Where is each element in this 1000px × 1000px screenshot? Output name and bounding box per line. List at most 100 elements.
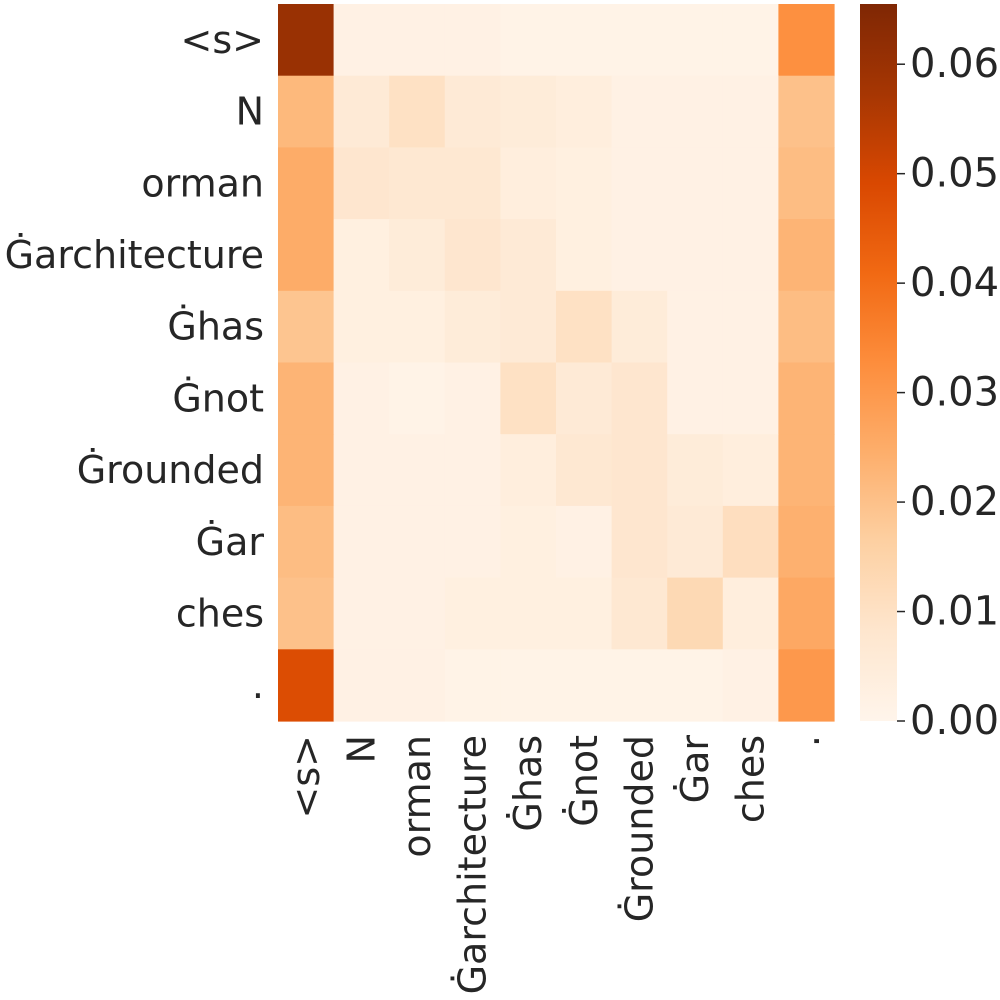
colorbar-tick-label: 0.04: [910, 260, 999, 306]
heatmap-cell: [667, 434, 724, 507]
heatmap-cell: [500, 75, 557, 148]
heatmap-cell: [667, 4, 724, 77]
x-tick-label: orman: [395, 735, 439, 858]
heatmap-cell: [611, 4, 668, 77]
heatmap-cell: [333, 577, 390, 650]
heatmap-cell: [556, 649, 613, 722]
heatmap-cell: [444, 577, 501, 650]
heatmap-cell: [278, 434, 335, 507]
x-tick-label: .: [784, 735, 828, 747]
y-tick-label: .: [252, 663, 264, 707]
colorbar-tick-label: 0.01: [910, 589, 999, 635]
heatmap-cell: [556, 290, 613, 364]
heatmap-cell: [778, 290, 835, 364]
heatmap-cell: [722, 434, 779, 507]
heatmap-cell: [444, 290, 501, 364]
heatmap-cell: [556, 505, 613, 579]
colorbar-tick-label: 0.00: [910, 698, 999, 744]
heatmap-cell: [389, 147, 446, 220]
heatmap-cell: [278, 219, 335, 292]
heatmap-cell: [722, 147, 779, 220]
x-tick-label: N: [339, 735, 383, 763]
heatmap-cell: [611, 147, 668, 220]
heatmap-cell: [611, 75, 668, 148]
heatmap-cell: [278, 362, 335, 435]
heatmap-cell: [444, 505, 501, 579]
heatmap-cell: [389, 577, 446, 650]
heatmap-cell: [500, 577, 557, 650]
heatmap-cell: [389, 290, 446, 364]
heatmap-cell: [333, 649, 390, 722]
heatmap-cell: [778, 75, 835, 148]
x-tick-label: <s>: [284, 735, 328, 818]
heatmap-cells: [278, 4, 835, 722]
heatmap-cell: [389, 505, 446, 579]
heatmap-cell: [722, 219, 779, 292]
heatmap-cell: [611, 434, 668, 507]
heatmap-cell: [278, 649, 335, 722]
heatmap-cell: [278, 505, 335, 579]
y-tick-label: Ġnot: [172, 376, 264, 420]
heatmap-cell: [444, 4, 501, 77]
heatmap-cell: [278, 290, 335, 364]
x-tick-label: Ġar: [673, 735, 717, 804]
heatmap-cell: [667, 362, 724, 435]
colorbar-tick-label: 0.02: [910, 479, 999, 525]
heatmap-cell: [778, 577, 835, 650]
heatmap-cell: [500, 219, 557, 292]
heatmap-cell: [500, 290, 557, 364]
heatmap-cell: [556, 362, 613, 435]
x-tick-label: Ġarchitecture: [451, 735, 495, 994]
y-tick-label: Ġar: [196, 520, 265, 564]
x-tick-label: Ġhas: [506, 735, 550, 832]
heatmap-cell: [333, 362, 390, 435]
heatmap-cell: [389, 75, 446, 148]
heatmap-cell: [667, 147, 724, 220]
heatmap-cell: [611, 290, 668, 364]
colorbar: [860, 4, 897, 721]
heatmap-cell: [611, 505, 668, 579]
heatmap-cell: [722, 505, 779, 579]
heatmap-cell: [778, 649, 835, 722]
heatmap-cell: [333, 4, 390, 77]
heatmap-cell: [778, 434, 835, 507]
y-tick-label: <s>: [181, 18, 264, 62]
heatmap-cell: [333, 219, 390, 292]
heatmap-cell: [722, 649, 779, 722]
heatmap-cell: [556, 219, 613, 292]
heatmap-cell: [444, 219, 501, 292]
heatmap-cell: [389, 649, 446, 722]
heatmap-cell: [444, 362, 501, 435]
y-tick-label: Ġarchitecture: [5, 233, 264, 277]
heatmap-cell: [778, 362, 835, 435]
heatmap-cell: [444, 434, 501, 507]
heatmap-cell: [667, 505, 724, 579]
x-tick-label: Ġrounded: [617, 735, 661, 922]
heatmap-cell: [778, 219, 835, 292]
heatmap-cell: [611, 362, 668, 435]
heatmap-cell: [500, 147, 557, 220]
heatmap-cell: [444, 649, 501, 722]
heatmap-cell: [556, 434, 613, 507]
heatmap-cell: [500, 362, 557, 435]
heatmap-cell: [278, 147, 335, 220]
y-tick-label: Ġhas: [167, 305, 264, 349]
heatmap-cell: [389, 4, 446, 77]
heatmap-cell: [556, 4, 613, 77]
heatmap-cell: [278, 577, 335, 650]
heatmap-cell: [722, 577, 779, 650]
heatmap-cell: [667, 219, 724, 292]
heatmap-cell: [722, 290, 779, 364]
heatmap-cell: [333, 290, 390, 364]
heatmap-cell: [444, 147, 501, 220]
y-tick-label: orman: [141, 161, 264, 205]
heatmap-cell: [667, 649, 724, 722]
heatmap-cell: [500, 434, 557, 507]
x-tick-label: Ġnot: [562, 735, 606, 827]
y-tick-label: N: [236, 90, 264, 134]
heatmap-cell: [333, 75, 390, 148]
heatmap-cell: [556, 75, 613, 148]
colorbar-tick-label: 0.05: [910, 151, 999, 197]
